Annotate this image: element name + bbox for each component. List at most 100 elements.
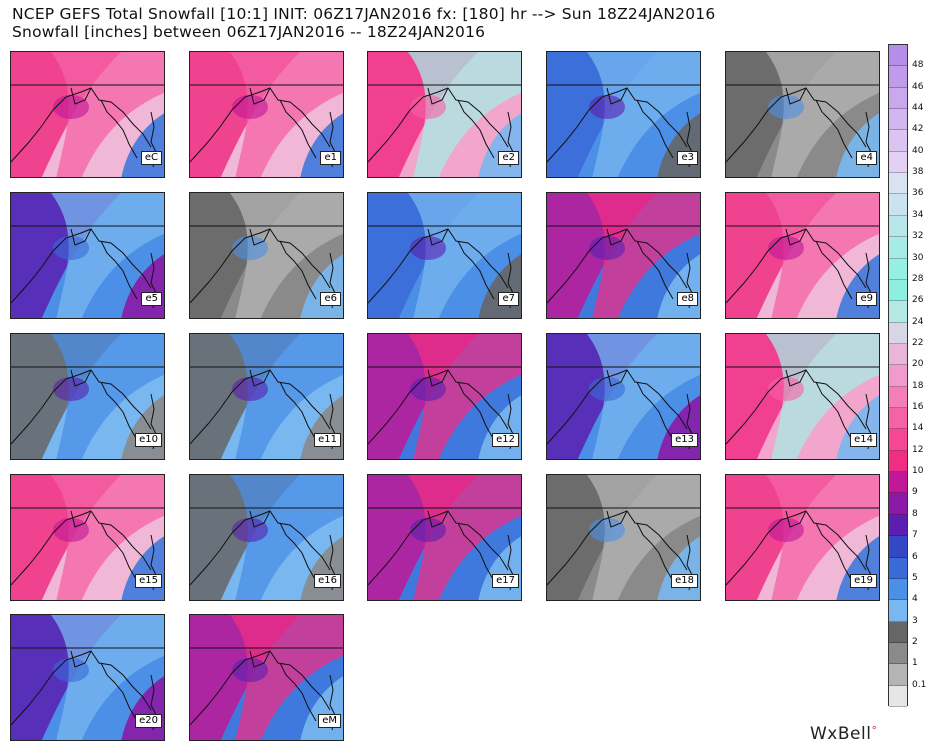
colorbar-tick-label: 32 [912, 231, 924, 242]
colorbar-tick-label: 8 [912, 508, 918, 519]
colorbar-tick-label: 44 [912, 103, 924, 114]
ensemble-member-label: e18 [671, 574, 698, 588]
ensemble-member-label: e4 [856, 151, 877, 165]
colorbar-segment [889, 600, 907, 622]
colorbar-segment [889, 386, 907, 409]
colorbar-tick-label: 3 [912, 615, 918, 626]
snowfall-map [368, 334, 521, 459]
colorbar-segment [889, 578, 907, 601]
ensemble-map-panel: e13 [546, 333, 701, 460]
ensemble-member-label: e1 [320, 151, 341, 165]
colorbar-segment [889, 151, 907, 174]
ensemble-map-panel: e6 [189, 192, 344, 319]
snowfall-colorbar [888, 44, 908, 707]
colorbar-tick-label: 46 [912, 81, 924, 92]
chart-subtitle: Snowfall [inches] between 06Z17JAN2016 -… [12, 23, 486, 41]
colorbar-tick-label: 6 [912, 551, 918, 562]
ensemble-map-panel: e4 [725, 51, 880, 178]
colorbar-tick-label: 26 [912, 295, 924, 306]
snowfall-map [547, 193, 700, 318]
ensemble-map-panel: eM [189, 614, 344, 741]
colorbar-tick-label: 36 [912, 188, 924, 199]
ensemble-member-label: e5 [141, 292, 162, 306]
ensemble-member-label: e10 [135, 433, 162, 447]
colorbar-segment [889, 279, 907, 302]
snowfall-map [547, 52, 700, 177]
colorbar-tick-label: 22 [912, 337, 924, 348]
ensemble-map-panel: e16 [189, 474, 344, 601]
colorbar-tick-label: 30 [912, 252, 924, 263]
colorbar-segment [889, 365, 907, 387]
ensemble-map-panel: e9 [725, 192, 880, 319]
colorbar-tick-label: 18 [912, 380, 924, 391]
colorbar-tick-label: 9 [912, 487, 918, 498]
colorbar-segment [889, 685, 907, 707]
ensemble-member-label: e14 [850, 433, 877, 447]
ensemble-member-label: eC [140, 151, 162, 165]
colorbar-tick-label: 40 [912, 145, 924, 156]
ensemble-map-panel: eC [10, 51, 165, 178]
snowfall-map [190, 615, 343, 740]
snowfall-map [11, 475, 164, 600]
wxbell-logo: WxBell° [810, 724, 878, 744]
colorbar-segment [889, 621, 907, 643]
colorbar-segment [889, 130, 907, 152]
snowfall-map [11, 193, 164, 318]
colorbar-tick-label: 10 [912, 466, 924, 477]
ensemble-map-panel: e17 [367, 474, 522, 601]
colorbar-tick-label: 24 [912, 316, 924, 327]
ensemble-map-panel: e2 [367, 51, 522, 178]
ensemble-member-label: e2 [498, 151, 519, 165]
colorbar-tick-label: 16 [912, 402, 924, 413]
colorbar-tick-label: 34 [912, 209, 924, 220]
colorbar-tick-label: 42 [912, 124, 924, 135]
ensemble-member-label: eM [318, 714, 341, 728]
colorbar-tick-label: 28 [912, 273, 924, 284]
ensemble-map-panel: e8 [546, 192, 701, 319]
colorbar-segment [889, 343, 907, 366]
colorbar-segment [889, 429, 907, 451]
ensemble-map-panel: e5 [10, 192, 165, 319]
ensemble-map-panel: e12 [367, 333, 522, 460]
colorbar-tick-label: 48 [912, 60, 924, 71]
colorbar-segment [889, 408, 907, 430]
snowfall-map [11, 615, 164, 740]
colorbar-segment [889, 109, 907, 131]
ensemble-member-label: e3 [677, 151, 698, 165]
colorbar-segment [889, 194, 907, 216]
colorbar-segment [889, 258, 907, 280]
snowfall-map [190, 193, 343, 318]
snowfall-map [726, 193, 879, 318]
ensemble-member-label: e15 [135, 574, 162, 588]
colorbar-segment [889, 493, 907, 515]
colorbar-segment [889, 173, 907, 195]
ensemble-member-label: e12 [492, 433, 519, 447]
chart-title: NCEP GEFS Total Snowfall [10:1] INIT: 06… [12, 5, 716, 23]
colorbar-segment [889, 557, 907, 579]
ensemble-map-panel: e11 [189, 333, 344, 460]
colorbar-tick-label: 0.1 [912, 679, 927, 690]
colorbar-tick-label: 1 [912, 658, 918, 669]
colorbar-segment [889, 45, 907, 67]
ensemble-map-panel: e15 [10, 474, 165, 601]
ensemble-map-panel: e1 [189, 51, 344, 178]
colorbar-tick-label: 12 [912, 444, 924, 455]
ensemble-map-panel: e20 [10, 614, 165, 741]
colorbar-segment [889, 536, 907, 558]
colorbar-tick-label: 5 [912, 572, 918, 583]
ensemble-member-label: e19 [850, 574, 877, 588]
colorbar-segment [889, 66, 907, 88]
ensemble-member-label: e13 [671, 433, 698, 447]
ensemble-member-label: e11 [314, 433, 341, 447]
colorbar-tick-label: 7 [912, 530, 918, 541]
colorbar-segment [889, 514, 907, 537]
colorbar-segment [889, 472, 907, 494]
colorbar-segment [889, 664, 907, 686]
ensemble-map-panel: e10 [10, 333, 165, 460]
ensemble-map-panel: e3 [546, 51, 701, 178]
colorbar-segment [889, 215, 907, 238]
colorbar-segment [889, 87, 907, 110]
ensemble-member-label: e16 [314, 574, 341, 588]
ensemble-map-panel: e19 [725, 474, 880, 601]
ensemble-member-label: e20 [135, 714, 162, 728]
